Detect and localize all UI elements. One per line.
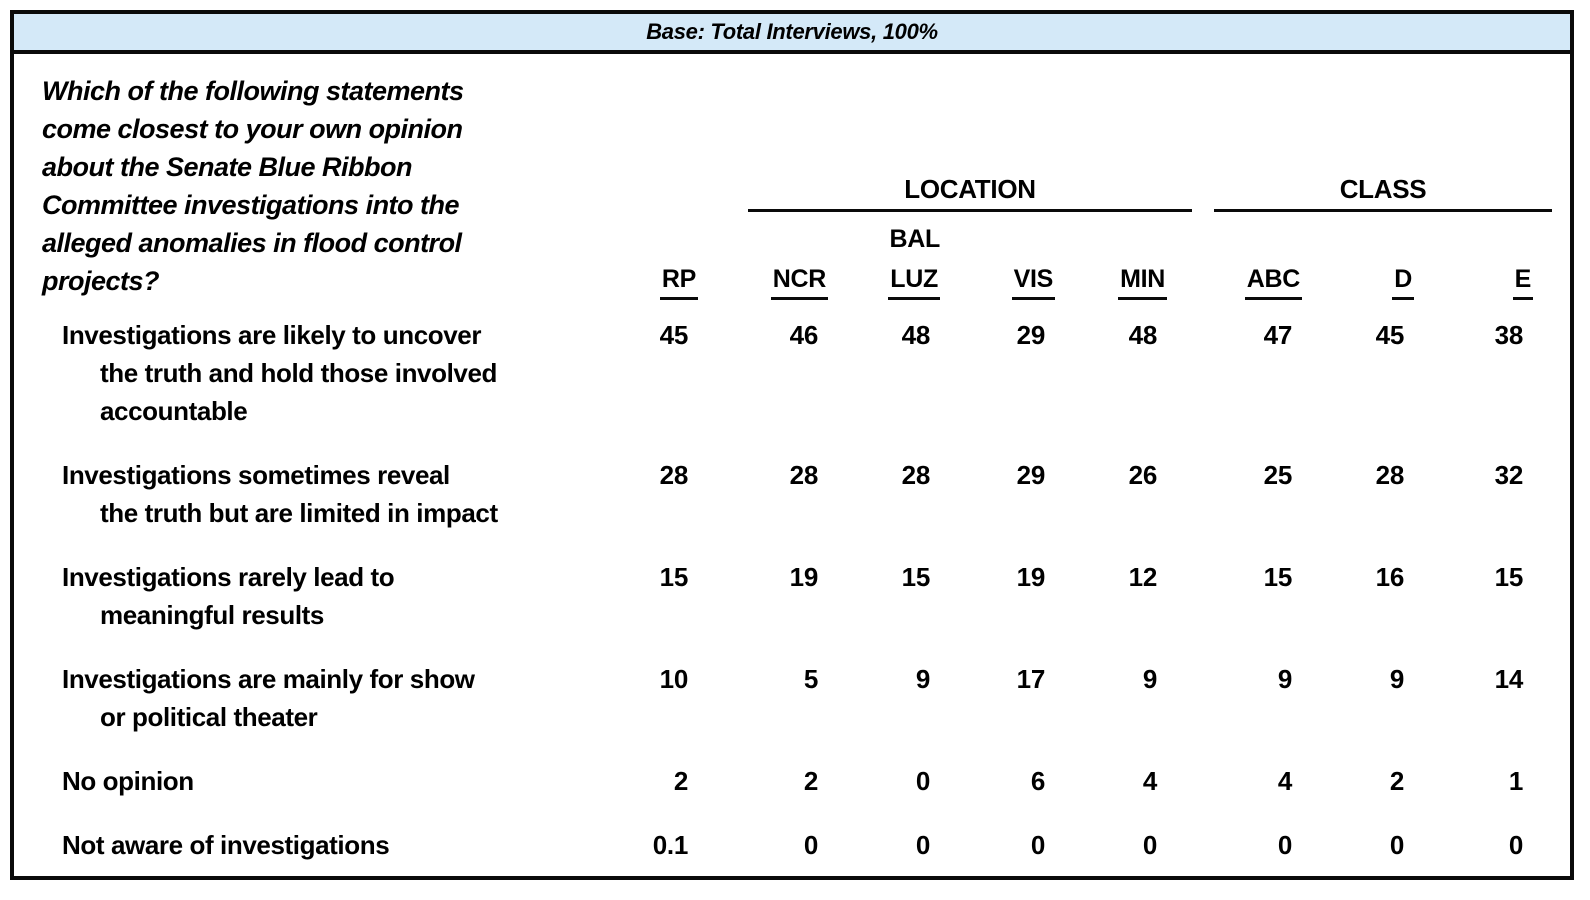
column-header-e-label: E [1512, 265, 1533, 300]
column-header-rp-label: RP [659, 265, 698, 300]
cell-value: 38 [1494, 320, 1524, 350]
cell-value: 12 [1128, 562, 1158, 592]
cell-value: 15 [1494, 562, 1524, 592]
cell-value: 32 [1494, 460, 1524, 490]
cell-value: 29 [1016, 460, 1046, 490]
row-label-no-opinion: No opinion [62, 766, 194, 796]
cell-value: 15 [1263, 562, 1293, 592]
cell-value: 46 [789, 320, 819, 350]
cell-value: 28 [1375, 460, 1405, 490]
column-header-ncr-label: NCR [770, 265, 828, 300]
cell-value: 14 [1494, 664, 1524, 694]
cell-value: 19 [1016, 562, 1046, 592]
cell-value: 0 [1142, 830, 1157, 860]
base-bar-label: Base: Total Interviews, 100% [646, 19, 938, 44]
cell-value: 26 [1128, 460, 1158, 490]
row-label-mainly-for-show: Investigations are mainly for show or po… [62, 664, 475, 732]
cell-value: 9 [1277, 664, 1292, 694]
results-table: Which of the following statements come c… [14, 54, 1570, 864]
cell-value: 9 [1142, 664, 1157, 694]
cell-value: 25 [1263, 460, 1293, 490]
column-header-d: D [1306, 265, 1418, 300]
column-header-abc-label: ABC [1244, 265, 1302, 300]
cell-value: 2 [803, 766, 818, 796]
cell-value: 48 [901, 320, 931, 350]
cell-value: 0 [1389, 830, 1404, 860]
cell-value: 28 [789, 460, 819, 490]
row-label-sometimes-reveal: Investigations sometimes reveal the trut… [62, 460, 498, 528]
cell-value: 9 [1389, 664, 1404, 694]
cell-value: 0 [1277, 830, 1292, 860]
column-header-balluz-top-label: BAL [889, 225, 941, 253]
cell-value: 28 [901, 460, 931, 490]
cell-value: 28 [659, 460, 689, 490]
cell-value: 10 [659, 664, 689, 694]
column-header-abc: ABC [1171, 265, 1306, 300]
base-bar: Base: Total Interviews, 100% [14, 14, 1570, 54]
column-header-min-label: MIN [1118, 265, 1167, 300]
cell-value: 5 [803, 664, 818, 694]
group-header-location-label: LOCATION [904, 174, 1036, 204]
row-label-likely-uncover-truth: Investigations are likely to uncover the… [62, 320, 498, 426]
column-header-e: E [1418, 265, 1537, 300]
cell-value: 29 [1016, 320, 1046, 350]
cell-value: 4 [1277, 766, 1292, 796]
cell-value: 16 [1375, 562, 1405, 592]
group-header-class: CLASS [1214, 174, 1552, 212]
cell-value: 0.1 [652, 830, 689, 860]
group-header-location: LOCATION [748, 174, 1192, 212]
column-header-ncr: NCR [702, 265, 832, 300]
cell-value: 0 [1030, 830, 1045, 860]
cell-value: 19 [789, 562, 819, 592]
cell-value: 15 [659, 562, 689, 592]
cell-value: 47 [1263, 320, 1293, 350]
cell-value: 6 [1030, 766, 1045, 796]
row-label-not-aware: Not aware of investigations [62, 830, 390, 860]
cell-value: 0 [1508, 830, 1523, 860]
column-header-balluz-top: BAL [832, 225, 944, 254]
cell-value: 45 [1375, 320, 1405, 350]
cell-value: 2 [1389, 766, 1404, 796]
group-header-class-label: CLASS [1339, 174, 1427, 204]
survey-table-sheet: Base: Total Interviews, 100% Which of th… [10, 10, 1574, 880]
cell-value: 1 [1508, 766, 1523, 796]
cell-value: 45 [659, 320, 689, 350]
cell-value: 17 [1016, 664, 1046, 694]
column-header-balluz-label: LUZ [888, 265, 940, 300]
column-header-vis-label: VIS [1011, 265, 1055, 300]
cell-value: 2 [673, 766, 688, 796]
cell-value: 4 [1142, 766, 1157, 796]
column-header-d-label: D [1392, 265, 1414, 300]
row-label-rarely-meaningful: Investigations rarely lead to meaningful… [62, 562, 395, 630]
column-header-vis: VIS [944, 265, 1059, 300]
cell-value: 0 [803, 830, 818, 860]
cell-value: 0 [915, 766, 930, 796]
column-header-rp: RP [582, 265, 702, 300]
column-header-min: MIN [1059, 265, 1171, 300]
cell-value: 48 [1128, 320, 1158, 350]
cell-value: 0 [915, 830, 930, 860]
cell-value: 15 [901, 562, 931, 592]
cell-value: 9 [915, 664, 930, 694]
question-text: Which of the following statements come c… [42, 76, 464, 296]
column-header-balluz: LUZ [832, 265, 944, 300]
